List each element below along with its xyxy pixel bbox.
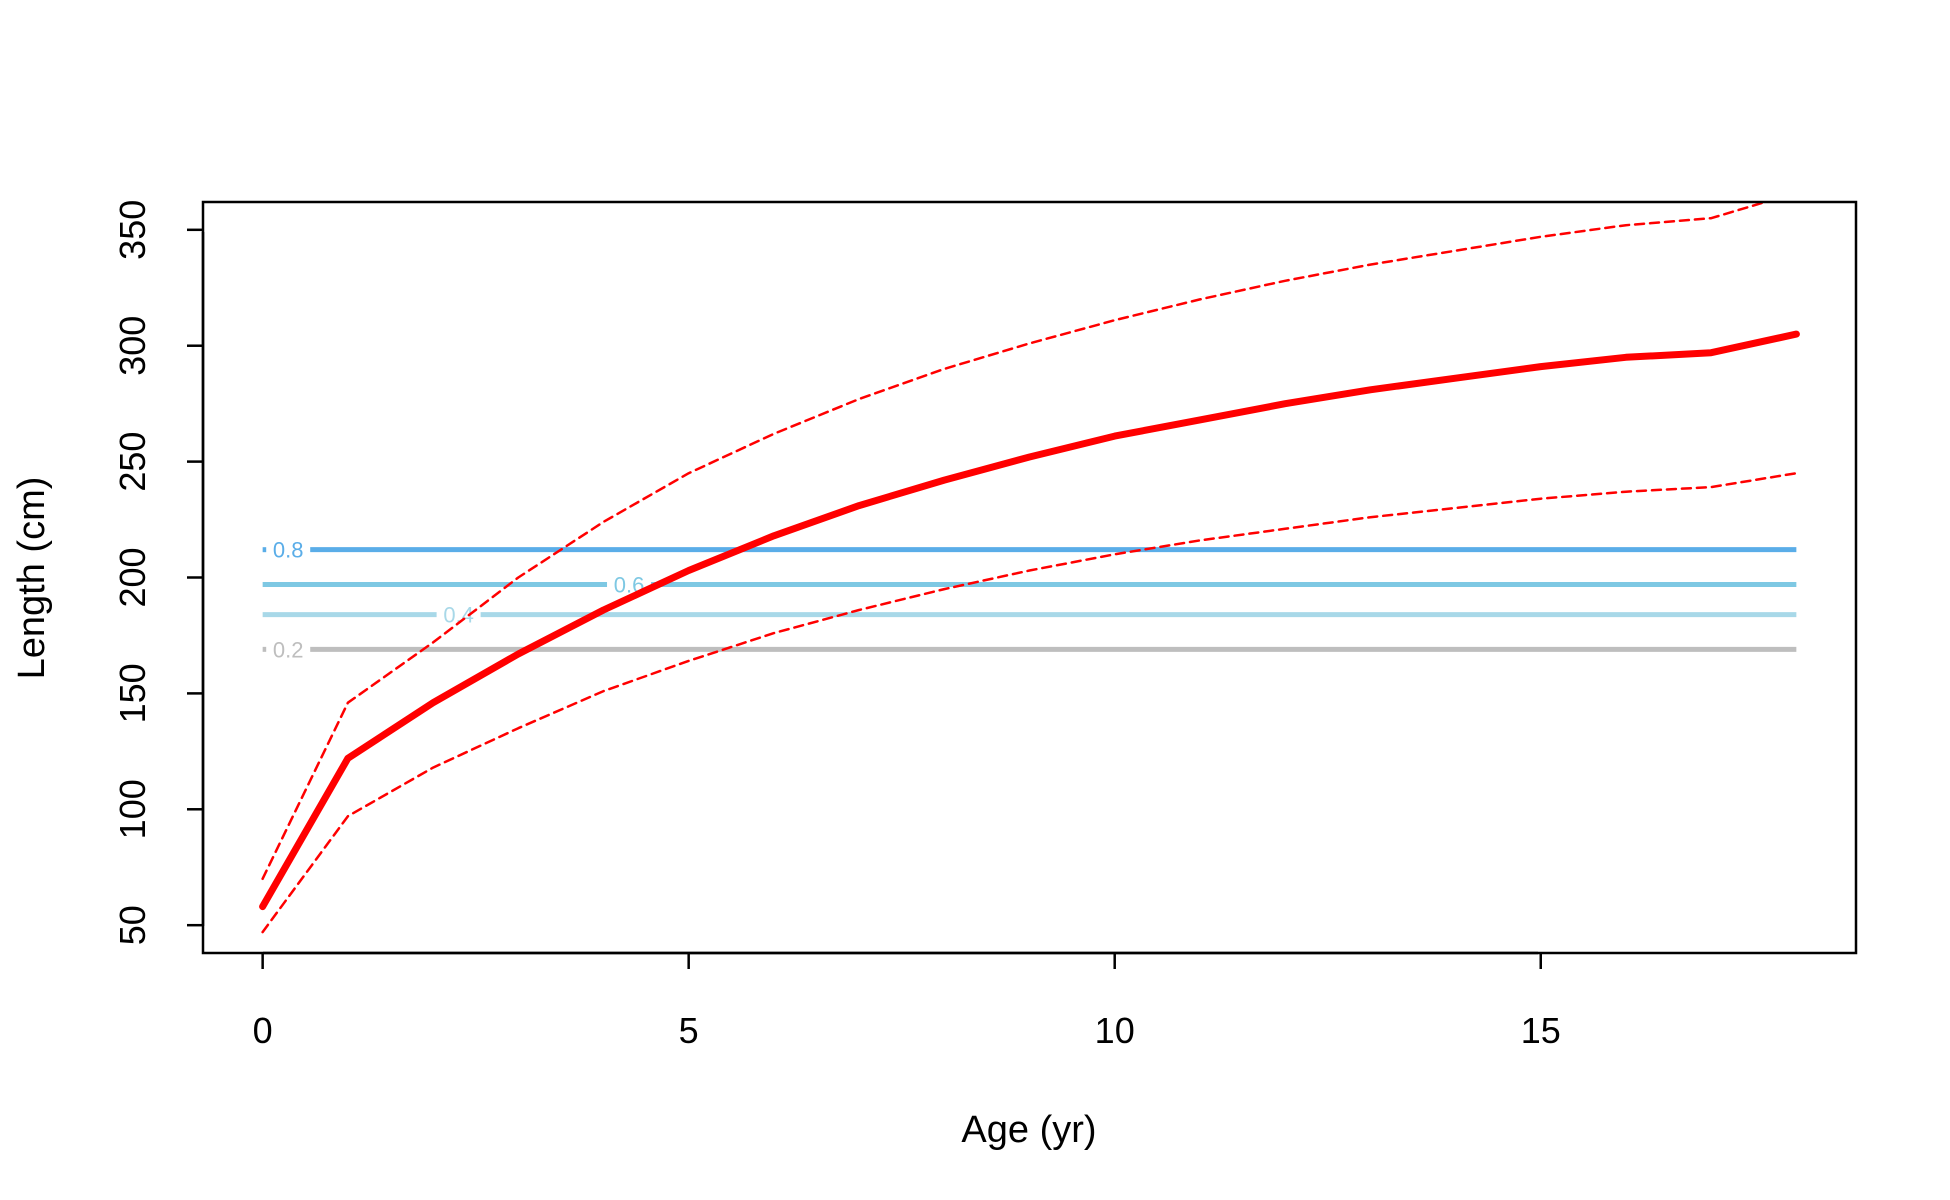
y-tick-label: 50	[112, 905, 153, 945]
y-tick-label: 250	[112, 432, 153, 492]
y-tick-label: 100	[112, 779, 153, 839]
x-axis-title: Age (yr)	[961, 1109, 1096, 1151]
y-tick-label: 200	[112, 547, 153, 607]
reference-label-0-2: 0.2	[273, 637, 304, 662]
y-tick-label: 150	[112, 663, 153, 723]
x-tick-label: 15	[1521, 1010, 1561, 1051]
y-axis-title: Length (cm)	[11, 477, 53, 680]
upper-series-line	[261, 202, 1770, 881]
y-tick-label: 300	[112, 316, 153, 376]
y-axis: 50 100 150 200 250 300 350	[112, 200, 205, 945]
x-tick-label: 10	[1095, 1010, 1135, 1051]
plot-frame	[201, 200, 1858, 955]
y-tick-label: 350	[112, 200, 153, 260]
reference-label-0-8: 0.8	[273, 538, 304, 563]
x-tick-label: 0	[253, 1010, 273, 1051]
mean-series-line	[259, 330, 1800, 911]
reference-lines: 0.80.60.40.2	[262, 538, 1797, 662]
x-tick-label: 5	[679, 1010, 699, 1051]
series-lines	[259, 202, 1800, 934]
lower-series-line	[261, 471, 1798, 934]
x-axis: 0 5 10 15	[253, 951, 1561, 1051]
